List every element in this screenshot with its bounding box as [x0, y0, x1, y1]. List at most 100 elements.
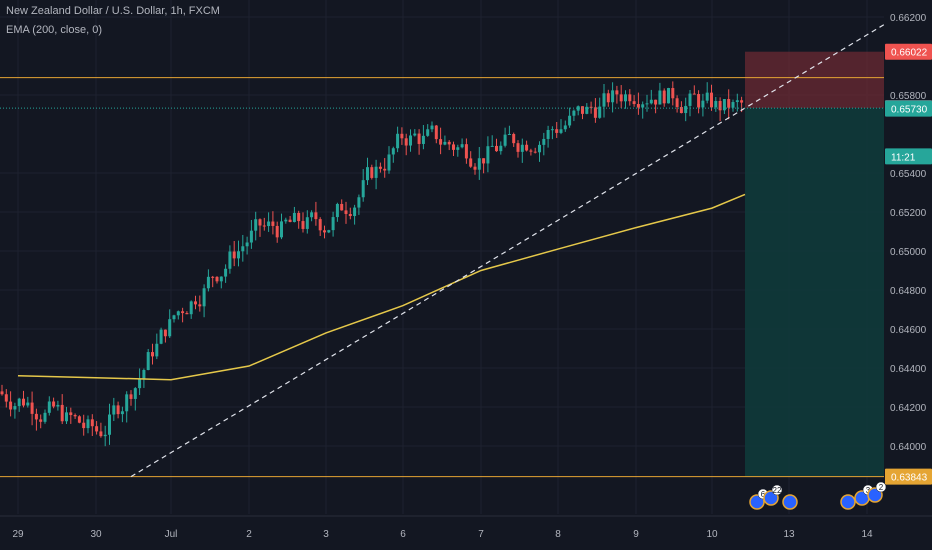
candle-body [56, 404, 60, 407]
event-flag-icon[interactable] [782, 494, 798, 510]
candle-body [585, 106, 589, 114]
candle-body [529, 150, 533, 152]
event-flag-icon[interactable] [840, 494, 856, 510]
candle-body [215, 276, 219, 282]
candle-body [714, 100, 718, 108]
candle-body [353, 207, 357, 217]
candle-body [735, 100, 739, 103]
price-tag [885, 100, 932, 117]
candle-body [443, 141, 447, 145]
ema-200-line [17, 193, 746, 381]
candle-body [47, 401, 51, 413]
candle-body [512, 134, 516, 144]
candle-body [245, 242, 249, 247]
candle-body [581, 106, 584, 114]
candle-body [116, 405, 120, 415]
candle-body [396, 133, 400, 149]
take-profit-zone[interactable] [745, 108, 884, 477]
candle-body [258, 219, 262, 226]
candle-body [198, 304, 202, 307]
candle-body [615, 90, 619, 95]
position-zones[interactable] [745, 51, 884, 477]
time-tick-label: 6 [400, 529, 406, 540]
candle-body [619, 94, 623, 102]
candle-body [292, 212, 296, 223]
candle-body [181, 311, 185, 314]
candle-body [679, 107, 683, 114]
candle-body [159, 329, 163, 344]
candle-body [318, 219, 322, 231]
candle-body [133, 388, 137, 399]
candle-body [469, 158, 473, 167]
time-tick-label: 3 [323, 529, 329, 540]
indicator-label[interactable]: EMA (200, close, 0) [6, 24, 102, 36]
candle-body [598, 106, 602, 118]
candle-body [499, 145, 503, 152]
candle-body [301, 221, 305, 229]
candle-body [163, 329, 167, 337]
candle-body [701, 100, 705, 108]
candle-body [254, 219, 258, 231]
time-tick-label: 9 [633, 529, 639, 540]
time-tick-label: 10 [706, 529, 718, 540]
candle-body [490, 145, 494, 147]
event-count-label: 2 [879, 483, 884, 492]
candle-body [684, 105, 688, 114]
candle-body [559, 129, 563, 133]
horizontal-lines[interactable] [0, 77, 884, 478]
candle-body [628, 94, 632, 102]
candle-body [331, 217, 335, 231]
candle-body [99, 431, 103, 437]
candle-body [297, 212, 301, 222]
candle-body [731, 102, 735, 108]
candle-body [237, 251, 240, 259]
candle-body [108, 414, 111, 435]
candle-body [344, 210, 348, 214]
candle-body [305, 217, 309, 229]
price-tick-label: 0.65400 [890, 169, 927, 180]
candle-body [692, 93, 696, 95]
stop-loss-zone[interactable] [745, 51, 884, 109]
candle-body [348, 213, 352, 217]
candle-body [69, 412, 73, 416]
candle-body [456, 147, 460, 150]
candle-body [241, 246, 245, 252]
price-tick-label: 0.65800 [890, 91, 927, 102]
candle-body [60, 404, 64, 422]
candle-body [486, 146, 490, 164]
candle-body [52, 401, 56, 407]
candle-body [219, 276, 223, 282]
candle-body [550, 129, 554, 131]
price-tick-label: 0.65000 [890, 247, 927, 258]
price-axis[interactable]: 0.66200 0.65800 0.65400 0.65200 0.65000 0.648… [890, 13, 927, 453]
candle-body [370, 167, 374, 178]
candle-body [168, 319, 172, 337]
candle-body [606, 93, 610, 103]
candle-body [327, 230, 331, 233]
candle-body [211, 276, 215, 278]
candle-body [430, 125, 434, 130]
candle-body [65, 412, 68, 422]
candle-body [658, 90, 662, 105]
candle-body [206, 276, 210, 289]
candle-body [409, 135, 412, 146]
event-badges[interactable]: 6 22 3 2 [749, 481, 887, 510]
candle-body [176, 311, 180, 316]
candle-body [710, 92, 713, 108]
candle-body [533, 151, 537, 153]
candle-body [129, 394, 133, 399]
trend-line-path[interactable] [130, 24, 885, 478]
candle-body [323, 230, 326, 233]
candle-body [507, 134, 511, 136]
time-axis[interactable]: 29 30 Jul 2 3 6 7 8 9 10 13 14 [0, 515, 932, 540]
candle-body [249, 230, 253, 243]
candle-body [4, 394, 8, 402]
candle-body [138, 378, 142, 389]
trend-line[interactable] [130, 24, 885, 478]
candle-body [82, 422, 86, 429]
candle-body [563, 125, 567, 130]
candle-body [340, 203, 344, 211]
candle-body [400, 133, 404, 139]
candle-body [667, 88, 670, 104]
